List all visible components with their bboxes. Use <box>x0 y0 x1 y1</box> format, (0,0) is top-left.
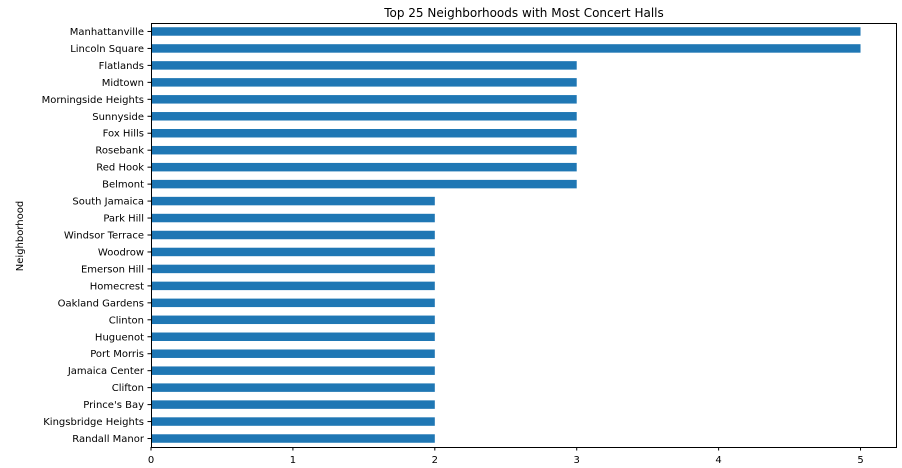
y-tick-label-0: Manhattanville <box>70 27 144 38</box>
chart-title: Top 25 Neighborhoods with Most Concert H… <box>383 6 664 20</box>
y-tick-label-3: Midtown <box>102 78 144 89</box>
x-tick-label-1: 1 <box>290 455 296 466</box>
bar-4 <box>151 95 577 104</box>
bar-0 <box>151 27 861 36</box>
y-tick-label-1: Lincoln Square <box>70 44 144 55</box>
bar-8 <box>151 162 577 172</box>
x-tick-label-4: 4 <box>715 455 721 466</box>
bar-17 <box>151 315 435 325</box>
y-tick-label-19: Port Morris <box>90 349 144 360</box>
bar-21 <box>151 383 435 392</box>
bar-9 <box>151 179 577 189</box>
y-tick-label-12: Windsor Terrace <box>64 231 144 242</box>
y-tick-label-8: Red Hook <box>96 163 144 174</box>
y-tick-label-21: Clifton <box>112 383 144 394</box>
bar-19 <box>151 349 435 358</box>
x-tick-label-5: 5 <box>857 455 863 466</box>
bar-24 <box>151 434 435 443</box>
bar-3 <box>151 78 577 87</box>
y-tick-label-14: Emerson Hill <box>81 264 144 275</box>
y-axis-label: Neighborhood <box>15 201 26 271</box>
bar-7 <box>151 145 577 155</box>
bar-5 <box>151 112 577 121</box>
bar-20 <box>151 366 435 375</box>
bar-6 <box>151 129 577 138</box>
bar-14 <box>151 264 435 274</box>
bar-16 <box>151 298 435 308</box>
y-tick-label-6: Fox Hills <box>103 129 144 140</box>
bar-2 <box>151 61 577 70</box>
x-ticks-group: 0 1 2 3 4 5 <box>148 447 864 466</box>
x-tick-label-3: 3 <box>574 455 580 466</box>
y-tick-label-23: Kingsbridge Heights <box>43 417 144 428</box>
y-tick-label-4: Morningside Heights <box>42 95 144 106</box>
bar-13 <box>151 247 435 257</box>
y-tick-label-13: Woodrow <box>98 247 144 258</box>
y-ticks-group: Manhattanville Lincoln Square Flatlands Mid… <box>42 27 151 445</box>
y-tick-label-2: Flatlands <box>99 61 144 72</box>
bar-23 <box>151 417 435 426</box>
y-tick-label-5: Sunnyside <box>92 112 144 123</box>
y-tick-label-7: Rosebank <box>95 146 144 157</box>
y-tick-label-15: Homecrest <box>90 281 144 292</box>
y-tick-label-10: South Jamaica <box>72 197 144 208</box>
bar-15 <box>151 281 435 291</box>
y-tick-label-9: Belmont <box>102 180 144 191</box>
y-tick-label-22: Prince's Bay <box>83 400 144 411</box>
y-tick-label-24: Randall Manor <box>72 434 145 445</box>
bar-22 <box>151 400 435 409</box>
bar-18 <box>151 332 435 341</box>
y-tick-label-17: Clinton <box>109 315 144 326</box>
bar-11 <box>151 213 435 223</box>
y-tick-label-18: Huguenot <box>95 332 144 343</box>
bar-10 <box>151 196 435 206</box>
axes-frame <box>151 23 897 448</box>
x-tick-label-0: 0 <box>148 455 154 466</box>
y-tick-label-11: Park Hill <box>103 214 144 225</box>
y-tick-label-16: Oakland Gardens <box>58 298 144 309</box>
bars-group <box>151 27 861 443</box>
bar-1 <box>151 44 861 53</box>
x-tick-label-2: 2 <box>432 455 438 466</box>
bar-12 <box>151 230 435 240</box>
y-tick-label-20: Jamaica Center <box>67 366 145 377</box>
